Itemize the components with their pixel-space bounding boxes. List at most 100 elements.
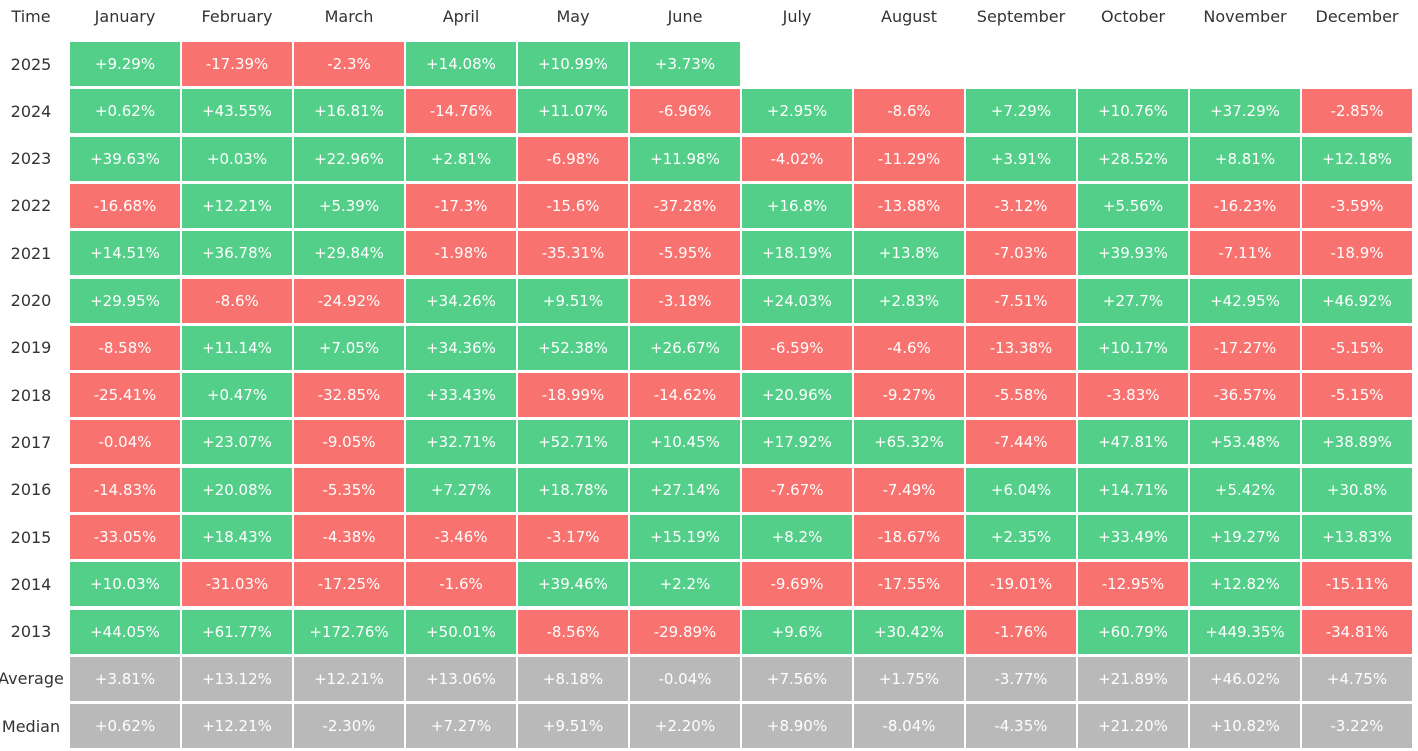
value-cell: +34.36% xyxy=(406,325,516,370)
column-header-october: October xyxy=(1100,6,1166,26)
value-cell: +33.43% xyxy=(406,373,516,418)
value-cell: -4.38% xyxy=(294,515,404,559)
value-cell: +7.05% xyxy=(294,325,404,370)
corner-label: Time xyxy=(11,6,51,26)
value-cell: -24.92% xyxy=(294,278,404,323)
value-cell: -7.11% xyxy=(1190,231,1300,276)
value-cell: +10.82% xyxy=(1190,704,1300,749)
value-cell: +52.38% xyxy=(518,325,628,370)
value-cell: +21.89% xyxy=(1078,656,1188,701)
row-label-2015: 2015 xyxy=(10,527,52,547)
value-cell: -4.35% xyxy=(966,704,1076,749)
row-label-2013: 2013 xyxy=(10,622,52,642)
value-cell: +33.49% xyxy=(1078,515,1188,559)
value-cell: +15.19% xyxy=(630,515,740,559)
value-cell: +10.99% xyxy=(518,42,628,86)
value-cell: +52.71% xyxy=(518,420,628,465)
value-cell: -3.59% xyxy=(1302,183,1412,228)
value-cell: -16.23% xyxy=(1190,183,1300,228)
column-header-july: July xyxy=(782,6,812,26)
value-cell: -29.89% xyxy=(630,609,740,654)
value-cell: +0.62% xyxy=(70,89,180,134)
value-cell: -15.6% xyxy=(518,183,628,228)
row-label-2016: 2016 xyxy=(10,480,52,500)
value-cell: +5.42% xyxy=(1190,467,1300,512)
value-cell: +7.29% xyxy=(966,89,1076,134)
value-cell: -3.46% xyxy=(406,515,516,559)
value-cell: -1.98% xyxy=(406,231,516,276)
value-cell: +12.82% xyxy=(1190,562,1300,607)
value-cell: +27.14% xyxy=(630,467,740,512)
value-cell: -13.88% xyxy=(854,183,964,228)
value-cell: -8.6% xyxy=(854,89,964,134)
value-cell: +12.21% xyxy=(182,183,292,228)
value-cell: -2.3% xyxy=(294,42,404,86)
value-cell: -8.56% xyxy=(518,609,628,654)
value-cell: +172.76% xyxy=(294,609,404,654)
value-cell: +6.04% xyxy=(966,467,1076,512)
value-cell: -7.51% xyxy=(966,278,1076,323)
value-cell: -7.44% xyxy=(966,420,1076,465)
value-cell: -1.76% xyxy=(966,609,1076,654)
value-cell: +36.78% xyxy=(182,231,292,276)
value-cell: -4.6% xyxy=(854,325,964,370)
value-cell: +60.79% xyxy=(1078,609,1188,654)
value-cell: -9.69% xyxy=(742,562,852,607)
value-cell: +27.7% xyxy=(1078,278,1188,323)
value-cell: -7.67% xyxy=(742,467,852,512)
value-cell: -5.15% xyxy=(1302,373,1412,418)
value-cell: +4.75% xyxy=(1302,656,1412,701)
value-cell: -5.58% xyxy=(966,373,1076,418)
value-cell: +11.07% xyxy=(518,89,628,134)
value-cell: -12.95% xyxy=(1078,562,1188,607)
value-cell: +10.03% xyxy=(70,562,180,607)
value-cell: +3.81% xyxy=(70,656,180,701)
value-cell: -19.01% xyxy=(966,562,1076,607)
value-cell: -37.28% xyxy=(630,183,740,228)
value-cell: +8.18% xyxy=(518,656,628,701)
column-header-august: August xyxy=(881,6,937,26)
row-label-median: Median xyxy=(1,716,61,736)
row-label-2014: 2014 xyxy=(10,574,52,594)
value-cell: +21.20% xyxy=(1078,704,1188,749)
value-cell: +19.27% xyxy=(1190,515,1300,559)
value-cell: -2.85% xyxy=(1302,89,1412,134)
value-cell: -3.77% xyxy=(966,656,1076,701)
value-cell: +8.2% xyxy=(742,515,852,559)
row-label-2025: 2025 xyxy=(10,54,52,74)
value-cell: +18.78% xyxy=(518,467,628,512)
value-cell: -34.81% xyxy=(1302,609,1412,654)
value-cell: -14.76% xyxy=(406,89,516,134)
column-header-february: February xyxy=(201,6,273,26)
value-cell: +47.81% xyxy=(1078,420,1188,465)
row-label-average: Average xyxy=(0,669,64,689)
value-cell: +18.43% xyxy=(182,515,292,559)
value-cell: +1.75% xyxy=(854,656,964,701)
value-cell: -5.35% xyxy=(294,467,404,512)
value-cell: +10.17% xyxy=(1078,325,1188,370)
value-cell: +37.29% xyxy=(1190,89,1300,134)
value-cell: +3.91% xyxy=(966,136,1076,181)
value-cell: +11.14% xyxy=(182,325,292,370)
column-header-may: May xyxy=(556,6,590,26)
value-cell: +9.6% xyxy=(742,609,852,654)
value-cell: +20.96% xyxy=(742,373,852,418)
column-header-march: March xyxy=(324,6,374,26)
value-cell: +24.03% xyxy=(742,278,852,323)
value-cell: -25.41% xyxy=(70,373,180,418)
value-cell: +7.27% xyxy=(406,467,516,512)
value-cell: +39.46% xyxy=(518,562,628,607)
value-cell: -18.9% xyxy=(1302,231,1412,276)
value-cell: -36.57% xyxy=(1190,373,1300,418)
value-cell: +7.27% xyxy=(406,704,516,749)
value-cell: +18.19% xyxy=(742,231,852,276)
value-cell: +449.35% xyxy=(1190,609,1300,654)
value-cell: +0.47% xyxy=(182,373,292,418)
value-cell: -5.15% xyxy=(1302,325,1412,370)
value-cell: +10.76% xyxy=(1078,89,1188,134)
value-cell: +20.08% xyxy=(182,467,292,512)
value-cell: +2.95% xyxy=(742,89,852,134)
value-cell: +2.81% xyxy=(406,136,516,181)
value-cell: +29.95% xyxy=(70,278,180,323)
value-cell: +9.51% xyxy=(518,278,628,323)
